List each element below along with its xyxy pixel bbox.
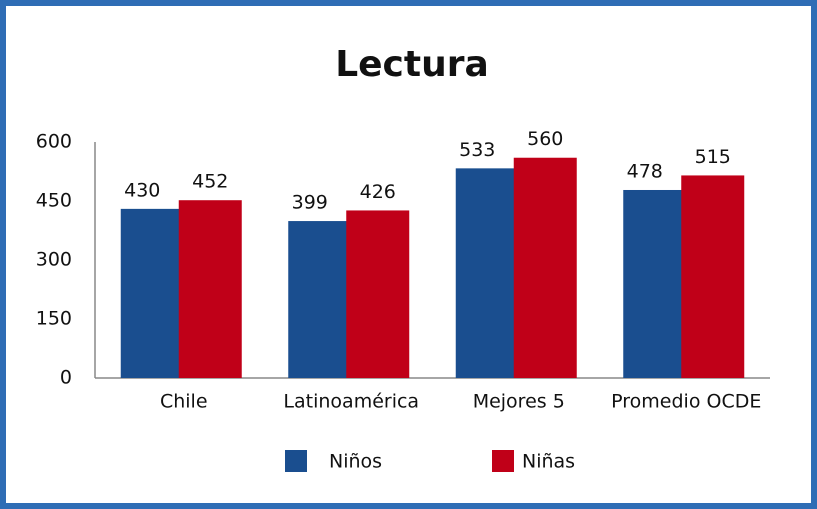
chart-title: Lectura (335, 44, 489, 85)
value-label: 399 (292, 192, 328, 214)
y-tick-label: 300 (36, 249, 72, 271)
legend-swatch (492, 450, 514, 472)
value-label: 426 (360, 181, 396, 203)
y-tick-label: 450 (36, 190, 72, 212)
value-label: 533 (459, 139, 495, 161)
y-tick-label: 600 (36, 131, 72, 153)
bar (178, 200, 242, 378)
legend-label: Niñas (522, 451, 575, 473)
value-label: 430 (124, 179, 160, 201)
value-label: 560 (527, 128, 563, 150)
value-label: 452 (192, 171, 228, 193)
bar (455, 168, 519, 378)
x-tick-label: Mejores 5 (473, 391, 565, 413)
bar (513, 157, 577, 378)
legend-label: Niños (329, 451, 382, 473)
value-label: 515 (695, 146, 731, 168)
x-tick-label: Chile (160, 391, 208, 413)
y-tick-label: 150 (36, 308, 72, 330)
bar (623, 189, 687, 378)
bar (681, 175, 745, 378)
bar (288, 221, 352, 378)
x-tick-label: Latinoamérica (283, 391, 419, 413)
bar (346, 210, 410, 378)
x-tick-label: Promedio OCDE (611, 391, 761, 413)
value-label: 478 (627, 160, 663, 182)
y-tick-label: 0 (60, 367, 72, 389)
legend-swatch (285, 450, 307, 472)
bar (120, 208, 184, 378)
